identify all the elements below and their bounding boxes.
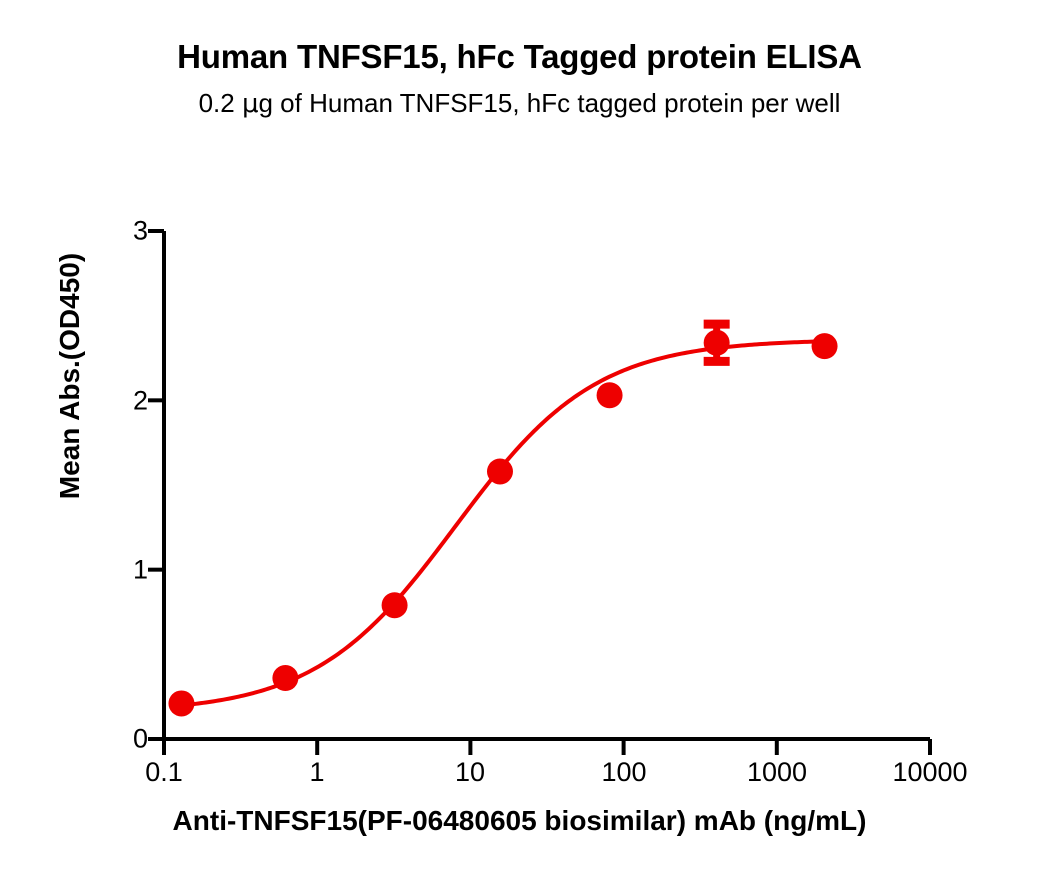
y-axis-label: Mean Abs.(OD450)	[54, 252, 85, 500]
data-point-1	[272, 665, 299, 692]
micro-symbol: μ	[241, 89, 259, 119]
figure-subtitle: 0.2 μg of Human TNFSF15, hFc tagged prot…	[0, 88, 1039, 119]
y-axis-ticks	[148, 229, 164, 741]
xtick-label-4: 1000	[746, 757, 808, 787]
subtitle-prefix: 0.2	[198, 88, 242, 118]
xtick-label-0: 0.1	[145, 757, 183, 787]
subtitle-suffix: g of Human TNFSF15, hFc tagged protein p…	[258, 88, 841, 118]
ytick-label-0: 0	[132, 723, 148, 754]
fit-curve	[171, 339, 827, 709]
data-point-6	[811, 333, 838, 360]
figure-title: Human TNFSF15, hFc Tagged protein ELISA	[177, 38, 862, 75]
x-axis-label: Anti-TNFSF15(PF-06480605 biosimilar) mAb…	[172, 805, 867, 836]
data-point-3	[486, 458, 513, 485]
xtick-label-2: 10	[454, 757, 486, 787]
data-point-4	[596, 382, 623, 409]
xtick-label-1: 1	[309, 757, 325, 787]
xtick-label-5: 10000	[892, 757, 968, 787]
ytick-label-1: 1	[132, 554, 148, 585]
xtick-label-3: 100	[601, 757, 647, 787]
data-point-5	[703, 329, 730, 356]
data-point-markers	[168, 329, 838, 717]
ytick-label-3: 3	[132, 215, 148, 246]
x-axis-ticks	[162, 739, 932, 755]
data-point-2	[381, 592, 408, 619]
data-point-0	[168, 690, 195, 717]
ytick-label-2: 2	[132, 385, 148, 416]
